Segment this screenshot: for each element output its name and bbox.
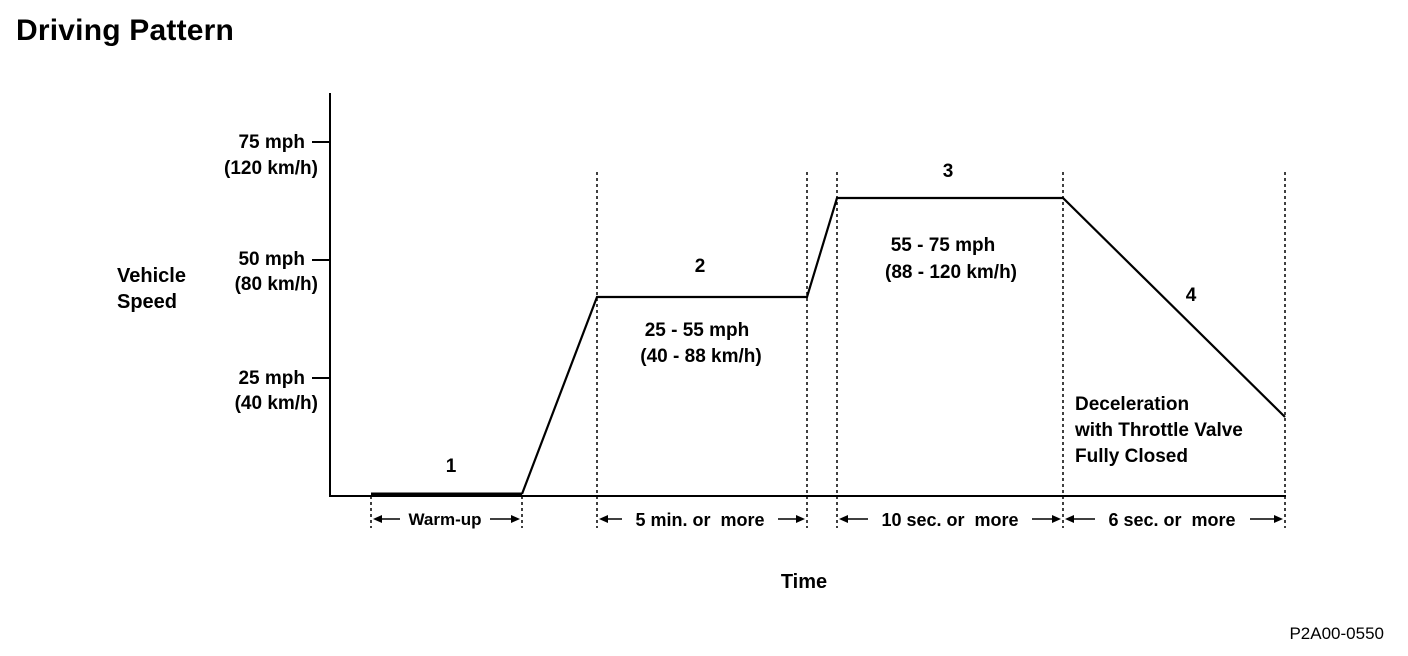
phase-3-duration: 10 sec. or more	[881, 510, 1018, 530]
speed-profile-line	[520, 196, 1286, 495]
phase-4-number: 4	[1186, 285, 1197, 306]
phase-2-number: 2	[695, 256, 706, 277]
warmup-arrowhead-right	[511, 515, 520, 523]
x-axis-label: Time	[781, 571, 827, 593]
y-tick-50-kmh: (80 km/h)	[235, 274, 318, 295]
phase-2-arrowhead-left	[599, 515, 608, 523]
phase-3-range-kmh: (88 - 120 km/h)	[885, 262, 1017, 283]
y-axis-label-line1: Vehicle	[117, 265, 186, 287]
phase-3-range-mph: 55 - 75 mph	[891, 235, 996, 256]
phase-3-number: 3	[943, 161, 954, 182]
y-axis-label-line2: Speed	[117, 291, 177, 313]
phase-2-range-kmh: (40 - 88 km/h)	[640, 346, 761, 367]
y-tick-75-kmh: (120 km/h)	[224, 158, 318, 179]
phase-2-duration: 5 min. or more	[635, 510, 764, 530]
phase-1-duration: Warm-up	[408, 510, 481, 529]
phase-4-duration: 6 sec. or more	[1108, 510, 1235, 530]
y-tick-25-kmh: (40 km/h)	[235, 393, 318, 414]
phase-3-arrowhead-right	[1052, 515, 1061, 523]
figure-id: P2A00-0550	[1289, 624, 1384, 643]
phase-boundaries	[370, 172, 1286, 528]
y-tick-25-mph: 25 mph	[238, 368, 305, 389]
diagram-title: Driving Pattern	[16, 14, 235, 47]
phase-4-arrowhead-right	[1274, 515, 1283, 523]
phase-4-note-line2: with Throttle Valve	[1074, 420, 1243, 441]
phase-4-arrowhead-left	[1065, 515, 1074, 523]
phase-2-arrowhead-right	[796, 515, 805, 523]
y-tick-50-mph: 50 mph	[238, 249, 305, 270]
phase-1-number: 1	[446, 456, 457, 477]
phase-3-arrowhead-left	[839, 515, 848, 523]
phase-2-range-mph: 25 - 55 mph	[645, 320, 750, 341]
y-tick-75-mph: 75 mph	[238, 132, 305, 153]
warmup-arrowhead-left	[373, 515, 382, 523]
phase-4-note-line1: Deceleration	[1075, 394, 1189, 415]
phase-4-note-line3: Fully Closed	[1075, 446, 1188, 467]
